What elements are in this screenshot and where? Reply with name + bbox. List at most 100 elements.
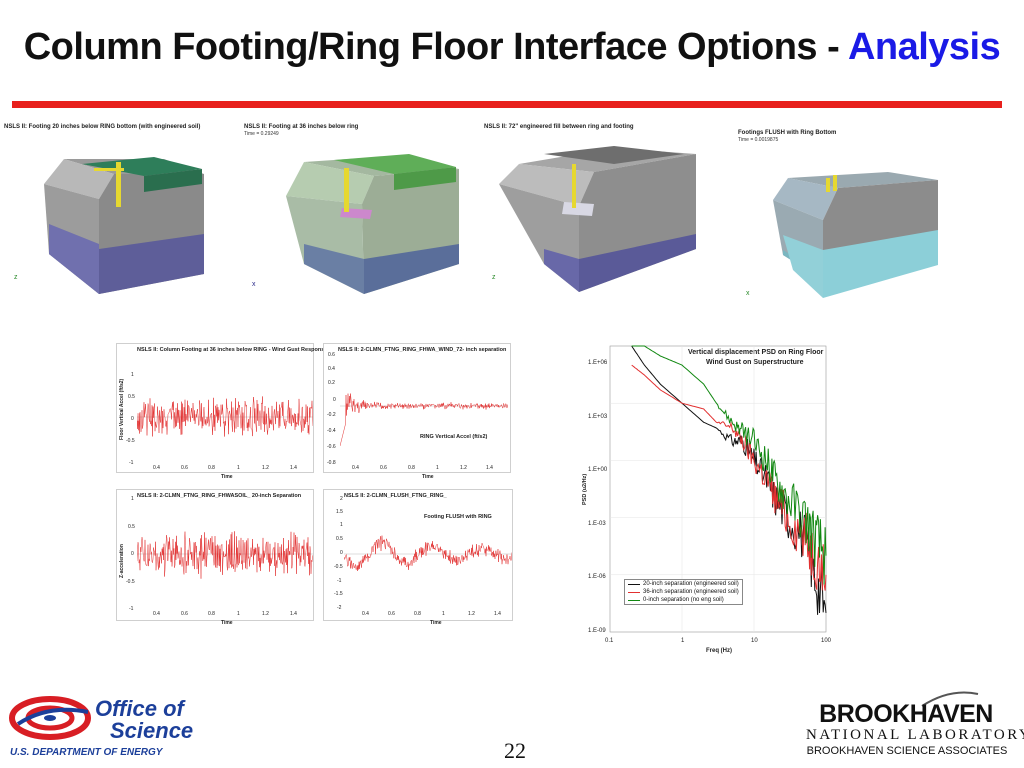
footing-model-image: x — [746, 172, 938, 298]
accel-trace — [344, 535, 512, 572]
y-tick: 0.5 — [128, 394, 135, 400]
accel-plot-72in: NSLS II: 2-CLMN_FTNG_RING_FHWA_WIND_72- … — [323, 343, 511, 480]
plot-frame — [609, 345, 827, 633]
legend-item: 36-inch separation (engineered soil) — [625, 588, 742, 596]
model-caption: NSLS II: 72" engineered fill between rin… — [484, 124, 634, 130]
y-tick: -1 — [337, 578, 342, 584]
title-main: Column Footing/Ring Floor Interface Opti… — [23, 26, 848, 68]
trace-line — [137, 396, 313, 437]
model-caption: Footings FLUSH with Ring Bottom — [738, 130, 837, 136]
svg-text:x: x — [252, 281, 256, 288]
accel-trace — [137, 396, 313, 437]
y-tick: -0.5 — [126, 579, 135, 585]
x-tick: 1.4 — [290, 611, 297, 617]
y-tick: -1 — [129, 606, 134, 612]
trace-line — [137, 531, 313, 579]
y-tick: 0.5 — [128, 524, 135, 530]
y-tick: 0.5 — [336, 536, 343, 542]
trace-line — [344, 535, 512, 572]
page-title: Column Footing/Ring Floor Interface Opti… — [0, 26, 1024, 69]
y-tick: -0.4 — [327, 428, 336, 434]
x-tick: 1.4 — [290, 465, 297, 471]
legend-label: 0-inch separation (no eng soil) — [643, 597, 724, 603]
x-tick: 1.2 — [262, 465, 269, 471]
y-tick: 0 — [333, 397, 336, 403]
legend: 20-inch separation (engineered soil) 36-… — [624, 579, 743, 605]
inner-label: RING Vertical Accel (ft/s2) — [420, 434, 488, 440]
y-tick: 1.E-09 — [588, 628, 606, 634]
x-tick: 1.4 — [494, 611, 501, 617]
legend-item: 0-inch separation (no eng soil) — [625, 596, 742, 604]
x-tick: 1 — [237, 465, 240, 471]
office-of-label: Office of — [95, 696, 184, 721]
y-tick: 1 — [131, 372, 134, 378]
x-tick: 0.6 — [388, 611, 395, 617]
accel-plot-20in: NSLS II: 2-CLMN_FTNG_RING_FHWASOIL_ 20-i… — [116, 489, 314, 626]
y-tick: -0.6 — [327, 444, 336, 450]
plot-title: NSLS II: 2-CLMN_FTNG_RING_FHWA_WIND_72- … — [338, 347, 507, 353]
x-tick: 0.6 — [181, 465, 188, 471]
inner-label: Footing FLUSH with RING — [424, 514, 492, 520]
psd-plot-area — [609, 345, 827, 633]
chart-title-line2: Wind Gust on Superstructure — [706, 359, 804, 366]
y-tick: -0.2 — [327, 412, 336, 418]
svg-text:z: z — [492, 274, 496, 281]
y-tick: 0.6 — [328, 352, 335, 358]
y-tick: 0.2 — [328, 380, 335, 386]
x-axis-label: Time — [221, 474, 233, 480]
y-tick: 1.E-06 — [588, 574, 606, 580]
model-panel-20in: NSLS II: Footing 20 inches below RING bo… — [4, 124, 244, 294]
x-tick: 0.8 — [208, 611, 215, 617]
y-tick: 0.4 — [328, 366, 335, 372]
x-tick: 0.4 — [153, 465, 160, 471]
page-number: 22 — [504, 738, 526, 763]
y-tick: 0 — [131, 416, 134, 422]
model-caption: NSLS II: Footing 20 inches below RING bo… — [4, 124, 201, 130]
accel-plot-flush: NSLS II: 2-CLMN_FLUSH_FTNG_RING_ 2 1.5 1… — [323, 489, 513, 626]
x-axis-label: Time — [221, 620, 233, 626]
x-tick: 1 — [436, 465, 439, 471]
x-tick: 1.2 — [468, 611, 475, 617]
x-tick: 100 — [821, 638, 832, 644]
footing-model-image: z — [14, 157, 204, 294]
x-tick: 0.6 — [181, 611, 188, 617]
y-tick: 1.E+00 — [588, 467, 608, 473]
accel-trace — [340, 393, 508, 447]
x-tick: 1 — [442, 611, 445, 617]
x-tick: 0.4 — [352, 465, 359, 471]
model-panel-72in: NSLS II: 72" engineered fill between rin… — [484, 124, 709, 294]
model-panel-flush: Footings FLUSH with Ring Bottom Time = 0… — [738, 130, 948, 305]
legend-item: 20-inch separation (engineered soil) — [625, 580, 742, 588]
y-tick: -1.5 — [334, 591, 343, 597]
x-tick: 0.8 — [408, 465, 415, 471]
x-tick: 1 — [681, 638, 685, 644]
legend-label: 20-inch separation (engineered soil) — [643, 581, 739, 587]
chart-title-line1: Vertical displacement PSD on Ring Floor — [688, 349, 824, 356]
x-tick: 1.4 — [486, 465, 493, 471]
brookhaven-associates-label: BROOKHAVEN SCIENCE ASSOCIATES — [806, 745, 1008, 757]
y-tick: 1 — [340, 522, 343, 528]
x-tick: 0.1 — [605, 638, 614, 644]
y-tick: 1.E+03 — [588, 414, 608, 420]
x-tick: 1 — [237, 611, 240, 617]
footing-model-image: z — [492, 146, 696, 292]
footing-model-image: x — [252, 154, 459, 294]
model-panel-36in: NSLS II: Footing at 36 inches below ring… — [244, 124, 474, 294]
x-axis-label: Time — [430, 620, 442, 626]
title-rule — [12, 101, 1002, 108]
series-line-2 — [631, 364, 827, 591]
x-tick: 1.2 — [460, 465, 467, 471]
x-axis-label: Freq (Hz) — [706, 648, 732, 654]
national-laboratory-label: NATIONAL LABORATORY — [806, 727, 1024, 743]
y-tick: 1.5 — [336, 509, 343, 515]
y-tick: -1 — [129, 460, 134, 466]
office-of-science-logo-icon — [9, 696, 91, 740]
legend-label: 36-inch separation (engineered soil) — [643, 589, 739, 595]
science-label: Science — [110, 718, 194, 743]
svg-text:x: x — [746, 290, 750, 297]
model-time: Time = 0.0019875 — [738, 137, 779, 143]
y-axis-label: Z-acceleration — [119, 544, 125, 578]
series-line-3 — [631, 345, 827, 585]
plot-title: NSLS II: 2-CLMN_FLUSH_FTNG_RING_ — [344, 493, 447, 499]
title-accent: Analysis — [847, 26, 1001, 68]
